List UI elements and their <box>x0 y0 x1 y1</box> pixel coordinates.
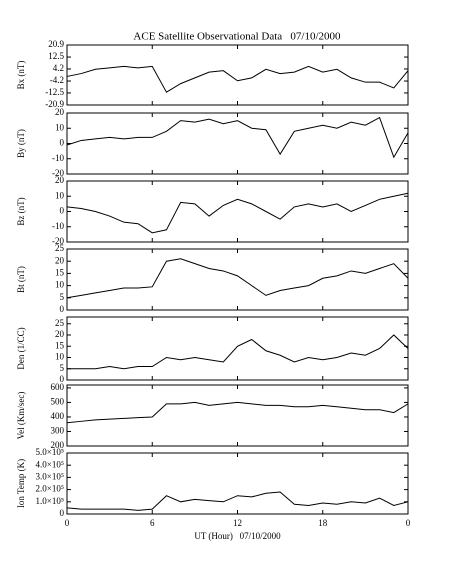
y-tick-label: 10 <box>55 280 65 290</box>
data-line <box>66 491 409 511</box>
y-tick-label: 0 <box>60 374 65 384</box>
y-tick-label: 4.0×10⁵ <box>36 459 64 469</box>
x-tick-label: 18 <box>318 518 328 528</box>
y-tick-label: -20 <box>52 236 64 246</box>
data-line <box>66 65 409 93</box>
x-tick-label: 6 <box>150 518 155 528</box>
y-tick-label: 25 <box>55 318 65 328</box>
y-tick-label: 5 <box>60 292 65 302</box>
y-tick-label: 10 <box>55 122 65 132</box>
y-tick-label: -4.2 <box>50 75 64 85</box>
y-tick-label: 0 <box>60 206 65 216</box>
y-tick-label: 0 <box>60 508 65 518</box>
y-axis-label: Bt (nT) <box>16 266 26 293</box>
y-tick-label: 20 <box>55 255 65 265</box>
y-tick-label: 15 <box>55 267 65 277</box>
panel-frame <box>66 384 409 447</box>
y-tick-label: 3.0×10⁵ <box>36 471 64 481</box>
data-line <box>66 192 409 234</box>
y-tick-label: 200 <box>51 440 65 450</box>
y-tick-label: 300 <box>51 426 65 436</box>
panel-frame <box>66 316 409 381</box>
y-tick-label: 2.0×10⁵ <box>36 484 64 494</box>
y-tick-label: 5.0×10⁵ <box>36 447 64 457</box>
y-tick-label: -10 <box>52 221 64 231</box>
y-tick-label: -10 <box>52 153 64 163</box>
y-tick-label: 10 <box>55 190 65 200</box>
y-tick-label: 1.0×10⁵ <box>36 496 64 506</box>
y-tick-label: 20 <box>55 175 65 185</box>
y-axis-label: Bx (nT) <box>16 61 26 90</box>
panel-frame <box>66 452 409 515</box>
panel-frame <box>66 112 409 175</box>
data-line <box>67 334 409 370</box>
y-tick-label: 5 <box>60 363 65 373</box>
y-tick-label: -20 <box>52 168 64 178</box>
data-line <box>66 258 409 299</box>
y-tick-label: 400 <box>51 411 65 421</box>
panel-frame <box>66 44 409 106</box>
y-tick-label: 20.9 <box>48 39 64 49</box>
y-axis-label: Bz (nT) <box>16 197 26 225</box>
x-axis-label: UT (Hour) 07/10/2000 <box>194 531 281 541</box>
y-tick-label: 25 <box>55 243 65 253</box>
panel-frame <box>66 180 409 243</box>
x-tick-label: 12 <box>233 518 242 528</box>
x-tick-label: 0 <box>406 518 411 528</box>
chart-title: ACE Satellite Observational Data 07/10/2… <box>133 31 341 43</box>
y-tick-label: 12.5 <box>48 51 64 61</box>
y-tick-label: 20 <box>55 329 65 339</box>
y-tick-label: 0 <box>60 304 65 314</box>
y-tick-label: -12.5 <box>45 87 64 97</box>
data-line <box>66 116 409 159</box>
y-axis-label: Ion Temp (K) <box>16 459 26 508</box>
y-tick-label: 4.2 <box>53 63 64 73</box>
y-tick-label: 15 <box>55 340 65 350</box>
panel-frame <box>66 248 409 311</box>
y-tick-label: 20 <box>55 107 65 117</box>
y-tick-label: 600 <box>51 382 65 392</box>
y-tick-label: 500 <box>51 396 65 406</box>
x-tick-label: 0 <box>65 518 70 528</box>
y-tick-label: 0 <box>60 138 65 148</box>
y-axis-label: By (nT) <box>16 129 26 158</box>
y-axis-label: Vel (Km/sec) <box>16 392 26 440</box>
data-line <box>66 401 409 424</box>
y-tick-label: 10 <box>55 352 65 362</box>
y-tick-label: -20.9 <box>45 99 64 109</box>
y-axis-label: Den (1/CC) <box>16 327 26 369</box>
